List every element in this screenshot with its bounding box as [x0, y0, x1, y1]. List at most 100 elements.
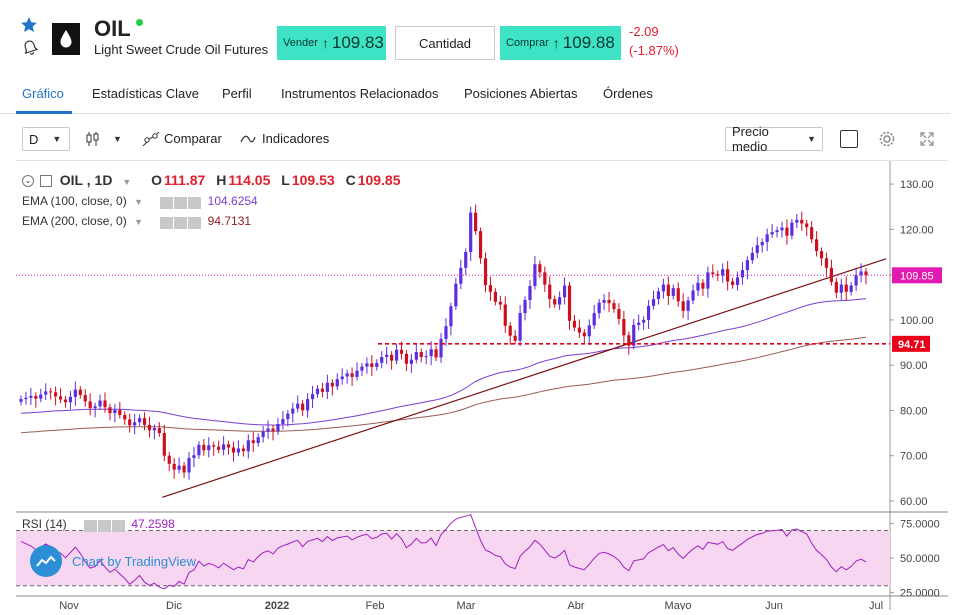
- candle-body: [261, 431, 265, 438]
- tradingview-watermark[interactable]: Chart by TradingView: [30, 544, 196, 578]
- candle-body: [602, 299, 606, 303]
- candle-body: [187, 457, 191, 473]
- candle-body: [696, 282, 700, 291]
- sell-label: Vender: [283, 37, 318, 49]
- candle-body: [266, 428, 270, 432]
- buy-button[interactable]: Comprar ↑ 109.88: [500, 26, 621, 60]
- candle-body: [63, 399, 68, 403]
- ema200-value: 94.7131: [207, 214, 252, 228]
- indicator-controls[interactable]: [160, 215, 202, 229]
- ema200-legend: EMA (200, close, 0) ▼ 94.7131: [22, 214, 251, 229]
- indicators-icon[interactable]: [240, 131, 256, 147]
- candle-body: [528, 285, 532, 300]
- candle-body: [241, 448, 245, 452]
- compare-button[interactable]: Comparar: [164, 131, 222, 146]
- y-tick-label: 130.00: [900, 179, 934, 191]
- chart-canvas[interactable]: 130.00120.00110.00100.0090.0080.0070.006…: [16, 160, 948, 612]
- candle-body: [281, 419, 285, 424]
- candle-body: [39, 394, 43, 399]
- candle-body: [251, 440, 255, 444]
- candle-body: [686, 300, 690, 311]
- chevron-down-icon[interactable]: ▼: [134, 197, 143, 207]
- sell-button[interactable]: Vender ↑ 109.83: [277, 26, 386, 60]
- candle-body: [419, 352, 423, 358]
- candle-body: [320, 388, 325, 392]
- candle-body: [765, 234, 769, 243]
- sell-price: 109.83: [331, 33, 384, 52]
- chart-type-select[interactable]: ▼: [79, 127, 129, 151]
- chevron-down-icon[interactable]: ▼: [134, 217, 143, 227]
- series-settings-icon[interactable]: [39, 175, 52, 188]
- active-tab-indicator: [16, 111, 72, 114]
- candle-body: [721, 269, 725, 276]
- candle-body: [730, 281, 735, 286]
- candle-body: [478, 231, 483, 259]
- compare-icon[interactable]: [142, 130, 160, 148]
- candle-body: [701, 282, 705, 289]
- indicator-controls[interactable]: [160, 195, 202, 209]
- candle-body: [666, 284, 670, 296]
- chevron-down-icon[interactable]: ▼: [122, 177, 132, 187]
- candle-body: [646, 305, 651, 320]
- fullscreen-icon[interactable]: [918, 130, 936, 148]
- candle-body: [157, 428, 161, 434]
- candle-body: [133, 422, 137, 426]
- interval-select[interactable]: D ▼: [22, 127, 70, 151]
- checkbox-icon[interactable]: [840, 130, 858, 148]
- instrument-full-name: Light Sweet Crude Oil Futures: [94, 42, 269, 57]
- tab-grafico[interactable]: Gráfico: [22, 86, 64, 101]
- candle-body: [147, 424, 152, 431]
- watermark-text: Chart by TradingView: [72, 554, 196, 569]
- candle-body: [577, 327, 581, 333]
- candle-body: [829, 267, 834, 282]
- candle-body: [854, 275, 858, 286]
- tab-estadisticas-clave[interactable]: Estadísticas Clave: [92, 86, 199, 101]
- candle-body: [49, 391, 53, 393]
- gear-icon[interactable]: [878, 130, 896, 148]
- candle-body: [834, 281, 838, 293]
- price-chart[interactable]: 130.00120.00110.00100.0090.0080.0070.006…: [16, 160, 948, 612]
- tab-ordenes[interactable]: Órdenes: [603, 86, 653, 101]
- candle-body: [449, 306, 453, 327]
- candle-body: [385, 354, 389, 358]
- collapse-icon[interactable]: ⌄: [22, 175, 34, 188]
- candle-body: [19, 399, 23, 402]
- price-mode-select[interactable]: Precio medio ▼: [725, 124, 823, 154]
- indicator-controls[interactable]: [84, 518, 126, 532]
- candle-body: [651, 299, 656, 306]
- change-percent: (-1.87%): [629, 43, 679, 58]
- tab-posiciones-abiertas[interactable]: Posiciones Abiertas: [464, 86, 578, 101]
- tab-instrumentos-relacionados[interactable]: Instrumentos Relacionados: [281, 86, 439, 101]
- candle-body: [656, 291, 661, 300]
- instrument-header: OIL Light Sweet Crude Oil Futures Vender…: [0, 0, 964, 76]
- open-key: O: [151, 172, 163, 188]
- candle-body: [770, 232, 774, 235]
- candle-body: [642, 319, 646, 323]
- ema100-label: EMA (100, close, 0): [22, 194, 127, 208]
- star-icon[interactable]: [20, 16, 38, 34]
- candle-body: [394, 349, 399, 361]
- tab-perfil[interactable]: Perfil: [222, 86, 252, 101]
- candle-body: [607, 299, 611, 304]
- bell-icon[interactable]: [21, 38, 39, 56]
- low-value: 109.53: [291, 172, 335, 188]
- candle-body: [676, 288, 680, 302]
- indicators-button[interactable]: Indicadores: [262, 131, 330, 146]
- candle-body: [849, 285, 853, 292]
- candle-body: [814, 239, 819, 252]
- candle-body: [474, 212, 478, 232]
- price-mode-value: Precio medio: [732, 124, 769, 154]
- candle-body: [256, 437, 260, 444]
- candle-body: [844, 284, 848, 292]
- candle-body: [34, 395, 38, 399]
- candle-body: [118, 409, 122, 415]
- candle-body: [335, 379, 339, 387]
- high-value: 114.05: [228, 172, 271, 188]
- instrument-tabs: Gráfico Estadísticas Clave Perfil Instru…: [0, 78, 950, 114]
- candle-body: [350, 373, 354, 377]
- candle-body: [805, 223, 809, 228]
- quantity-field[interactable]: Cantidad: [395, 26, 495, 60]
- candle-body: [864, 271, 868, 276]
- candle-body: [197, 444, 201, 456]
- candle-body: [340, 376, 344, 380]
